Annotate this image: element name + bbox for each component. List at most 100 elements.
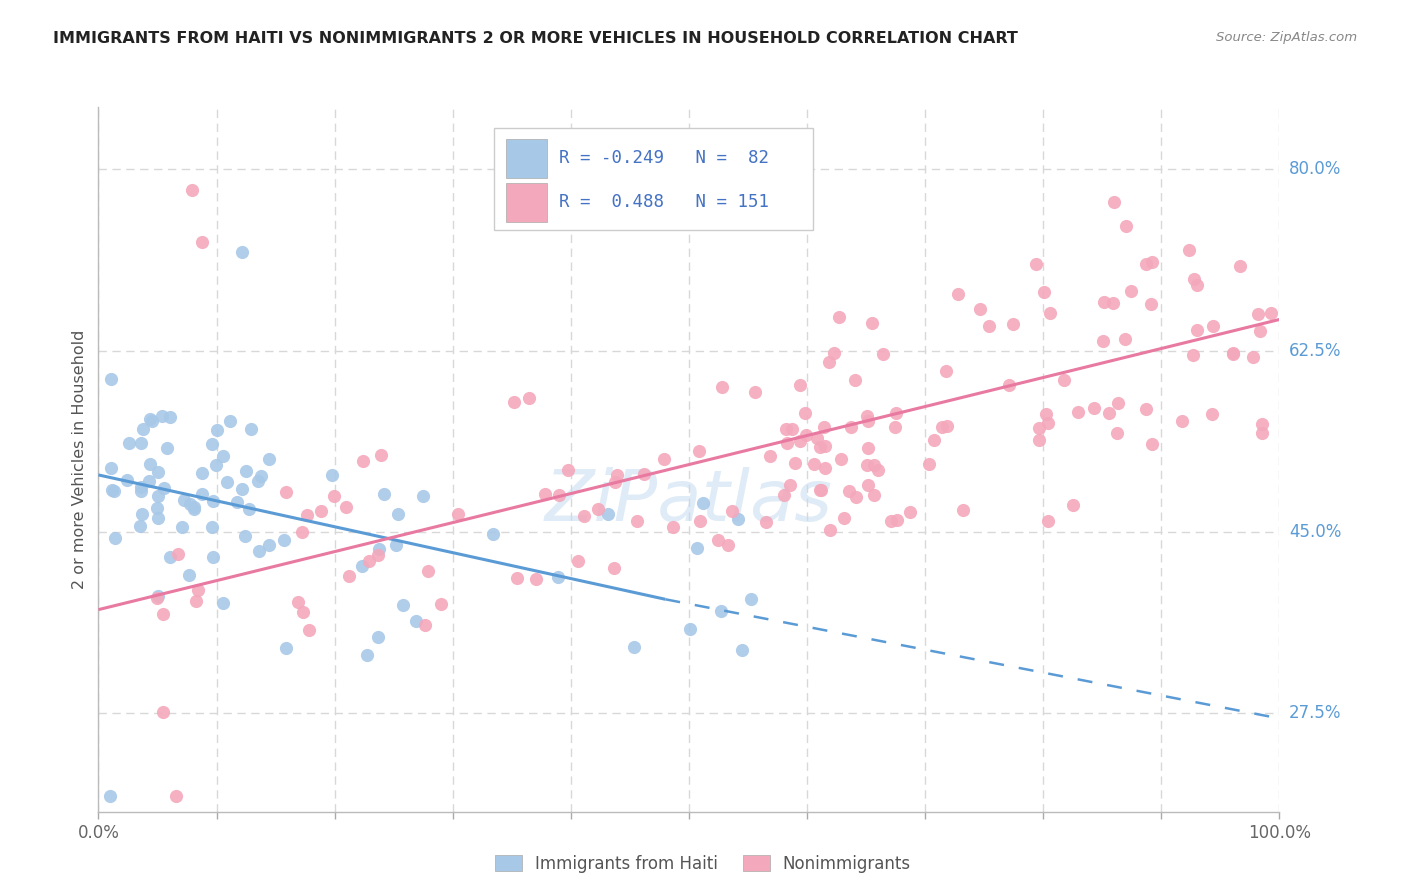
Point: [808, 483, 831, 498]
Point: [368, 542, 391, 557]
Point: [235, 464, 257, 478]
Point: [146, 489, 169, 503]
Legend: Immigrants from Haiti, Nonimmigrants: Immigrants from Haiti, Nonimmigrants: [488, 848, 918, 880]
Point: [775, 436, 797, 450]
Point: [717, 538, 740, 552]
Point: [155, 441, 177, 455]
Point: [146, 511, 169, 525]
Point: [1039, 306, 1062, 320]
Point: [292, 605, 315, 619]
Point: [1062, 498, 1084, 512]
Point: [633, 467, 655, 481]
Point: [321, 467, 343, 482]
Point: [1241, 350, 1264, 364]
Text: 27.5%: 27.5%: [1289, 705, 1341, 723]
Point: [412, 489, 434, 503]
Point: [623, 640, 645, 654]
Point: [367, 549, 389, 563]
Point: [392, 598, 415, 612]
Point: [506, 571, 529, 585]
Point: [686, 541, 709, 555]
Point: [789, 378, 811, 392]
Point: [201, 519, 224, 533]
Point: [1177, 243, 1199, 257]
Point: [727, 512, 749, 526]
Point: [239, 422, 262, 436]
Point: [172, 520, 194, 534]
Point: [373, 487, 395, 501]
Point: [806, 431, 828, 445]
Text: 62.5%: 62.5%: [1289, 342, 1341, 359]
Point: [692, 496, 714, 510]
Point: [146, 500, 169, 515]
Point: [191, 466, 214, 480]
Point: [845, 490, 868, 504]
Point: [413, 617, 436, 632]
Point: [773, 488, 796, 502]
Point: [1182, 348, 1205, 362]
Point: [1187, 277, 1209, 292]
Point: [131, 422, 153, 436]
Point: [231, 482, 253, 496]
Text: ZiPatlas: ZiPatlas: [546, 467, 832, 536]
Point: [247, 544, 270, 558]
Point: [322, 489, 344, 503]
Point: [335, 500, 357, 514]
Point: [832, 511, 855, 525]
Point: [1092, 334, 1115, 348]
Point: [731, 643, 754, 657]
Text: IMMIGRANTS FROM HAITI VS NONIMMIGRANTS 2 OR MORE VEHICLES IN HOUSEHOLD CORRELATI: IMMIGRANTS FROM HAITI VS NONIMMIGRANTS 2…: [53, 31, 1018, 46]
Point: [652, 452, 675, 467]
Point: [828, 310, 851, 324]
Point: [793, 406, 815, 420]
Point: [350, 559, 373, 574]
FancyBboxPatch shape: [506, 183, 547, 222]
Point: [856, 441, 879, 455]
Point: [662, 520, 685, 534]
Point: [238, 501, 260, 516]
Point: [775, 422, 797, 436]
Point: [524, 572, 547, 586]
Point: [291, 524, 314, 539]
Point: [1101, 296, 1123, 310]
Point: [183, 502, 205, 516]
Point: [356, 648, 378, 662]
Point: [626, 514, 648, 528]
Point: [146, 465, 169, 479]
Point: [131, 507, 153, 521]
Point: [1260, 305, 1282, 319]
Point: [856, 409, 879, 424]
Point: [1140, 297, 1163, 311]
Point: [207, 423, 229, 437]
Text: 80.0%: 80.0%: [1289, 161, 1341, 178]
Point: [287, 594, 309, 608]
Point: [977, 318, 1000, 333]
Point: [1032, 285, 1054, 299]
Point: [103, 484, 125, 499]
Point: [1028, 421, 1050, 435]
Point: [1140, 437, 1163, 451]
Point: [1028, 433, 1050, 447]
Point: [1229, 259, 1251, 273]
Point: [1036, 514, 1059, 528]
Point: [226, 495, 249, 509]
Point: [710, 604, 733, 618]
Point: [918, 457, 941, 471]
Point: [740, 592, 762, 607]
Point: [191, 235, 214, 249]
Text: Source: ZipAtlas.com: Source: ZipAtlas.com: [1216, 31, 1357, 45]
Point: [946, 287, 969, 301]
Point: [503, 394, 526, 409]
Point: [794, 427, 817, 442]
Point: [830, 452, 852, 467]
Point: [1102, 195, 1125, 210]
Point: [183, 500, 205, 514]
Point: [814, 439, 837, 453]
Point: [118, 435, 141, 450]
Point: [1185, 323, 1208, 337]
Point: [810, 440, 832, 454]
Point: [146, 591, 169, 606]
Point: [309, 504, 332, 518]
Point: [173, 492, 195, 507]
Point: [856, 458, 879, 472]
